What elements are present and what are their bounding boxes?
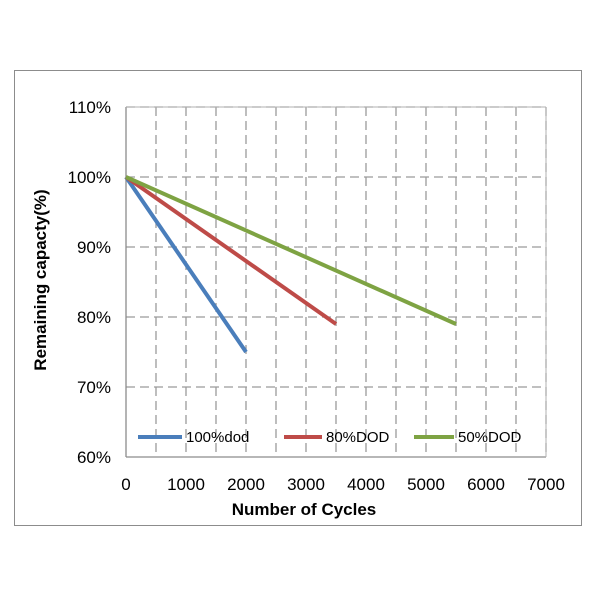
x-tick-label: 5000 bbox=[407, 475, 445, 494]
legend-label: 80%DOD bbox=[326, 429, 390, 446]
y-tick-label: 110% bbox=[69, 98, 111, 117]
series-line bbox=[124, 175, 248, 354]
tick-layer: 0 1000 2000 3000 4000 5000 6000 7000 60% 70% 80% 90… bbox=[68, 98, 565, 494]
legend-label: 50%DOD bbox=[458, 429, 522, 446]
legend-label: 100%dod bbox=[186, 429, 249, 446]
x-tick-label: 4000 bbox=[347, 475, 385, 494]
x-tick-label: 0 bbox=[121, 475, 130, 494]
legend: 100%dod 80%DOD 50%DOD bbox=[138, 429, 522, 446]
series-line bbox=[124, 175, 338, 326]
x-tick-label: 6000 bbox=[467, 475, 505, 494]
axis-layer bbox=[125, 106, 547, 458]
y-tick-label: 90% bbox=[77, 238, 111, 257]
x-tick-label: 1000 bbox=[167, 475, 205, 494]
y-tick-label: 80% bbox=[77, 308, 111, 327]
y-axis-title: Remaining capacty(%) bbox=[31, 189, 50, 370]
series-line bbox=[125, 175, 457, 326]
grid-layer bbox=[126, 106, 547, 457]
x-tick-label: 7000 bbox=[527, 475, 565, 494]
x-tick-label: 2000 bbox=[227, 475, 265, 494]
y-tick-label: 60% bbox=[77, 448, 111, 467]
x-axis-title: Number of Cycles bbox=[232, 500, 377, 519]
x-tick-label: 3000 bbox=[287, 475, 325, 494]
series-layer bbox=[124, 175, 457, 354]
y-tick-label: 100% bbox=[68, 168, 111, 187]
y-tick-label: 70% bbox=[77, 378, 111, 397]
